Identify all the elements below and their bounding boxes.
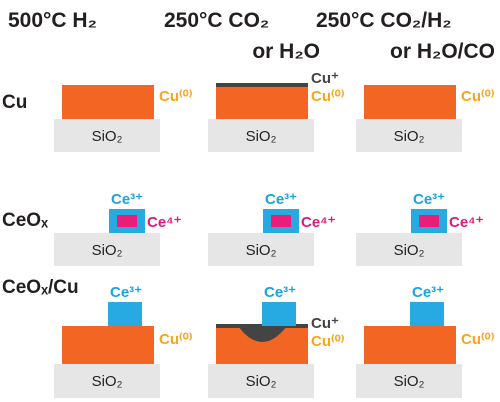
ceria-particle-core [271,215,291,227]
cu0-label: Cu⁽⁰⁾ [311,333,345,350]
ceria-particle-core [419,215,439,227]
ceria-particle [262,302,296,326]
sio2-label: SiO₂ [394,373,425,390]
row-cu: SiO₂ Cu⁽⁰⁾ SiO₂ Cu⁺ Cu⁽⁰⁾ SiO₂ Cu⁽⁰⁾ [54,70,495,152]
ce3-label: Ce³⁺ [110,284,142,301]
ce4-label: Ce⁴⁺ [301,214,336,231]
sio2-substrate [356,233,462,266]
sio2-label: SiO₂ [394,128,425,145]
sio2-label: SiO₂ [92,128,123,145]
cu0-label: Cu⁽⁰⁾ [461,88,495,105]
cu0-label: Cu⁽⁰⁾ [311,88,345,105]
sio2-substrate [208,233,314,266]
sio2-label: SiO₂ [92,242,123,259]
cu0-label: Cu⁽⁰⁾ [461,331,495,348]
sio2-substrate [208,364,314,398]
header-col3-line2: or H₂O/CO [390,40,495,63]
sio2-substrate [54,364,160,398]
header-col2-line1: 250°C CO₂ [164,9,269,32]
cu0-label: Cu⁽⁰⁾ [159,331,193,348]
cu-film [62,85,154,119]
ce3-label: Ce³⁺ [111,191,143,208]
row-label-ceox-cu: CeOₓ/Cu [2,277,79,298]
sio2-label: SiO₂ [246,242,277,259]
sio2-label: SiO₂ [246,128,277,145]
sio2-substrate [356,119,462,152]
row-ceox-cu: SiO₂ Ce³⁺ Cu⁽⁰⁾ SiO₂ Ce³⁺ Cu⁺ Cu⁽⁰⁾ SiO₂… [54,284,495,398]
cu-film [364,326,456,364]
cu-film [364,85,456,119]
ce4-label: Ce⁴⁺ [147,214,182,231]
cu-oxide-layer [216,83,308,87]
sio2-substrate [208,119,314,152]
ce3-label: Ce³⁺ [265,191,297,208]
ceria-particle [410,302,444,326]
ceria-particle-core [117,215,137,227]
sio2-substrate [54,119,160,152]
ce3-label: Ce³⁺ [264,284,296,301]
cu-plus-label: Cu⁺ [311,70,339,87]
sio2-substrate [356,364,462,398]
cu-film [216,85,308,119]
cu-film [62,326,154,364]
sio2-substrate [54,233,160,266]
row-ceox: SiO₂ Ce³⁺ Ce⁴⁺ SiO₂ Ce³⁺ Ce⁴⁺ SiO₂ Ce³⁺ … [54,191,484,266]
sio2-label: SiO₂ [394,242,425,259]
ceria-particle [108,302,142,326]
ce4-label: Ce⁴⁺ [449,214,484,231]
header-col3-line1: 250°C CO₂/H₂ [316,9,452,32]
cu0-label: Cu⁽⁰⁾ [159,88,193,105]
header-col2-line2: or H₂O [252,40,320,63]
cu-plus-label: Cu⁺ [311,315,339,332]
row-label-cu: Cu [2,92,27,113]
cu-oxide-interface-region [238,326,287,342]
ce3-label: Ce³⁺ [413,191,445,208]
column-headers: 500°C H₂ 250°C CO₂ or H₂O 250°C CO₂/H₂ o… [8,9,495,63]
row-label-ceox: CeOₓ [2,210,48,231]
header-col1-line1: 500°C H₂ [8,9,97,32]
sio2-label: SiO₂ [92,373,123,390]
ce3-label: Ce³⁺ [412,284,444,301]
sio2-label: SiO₂ [246,373,277,390]
